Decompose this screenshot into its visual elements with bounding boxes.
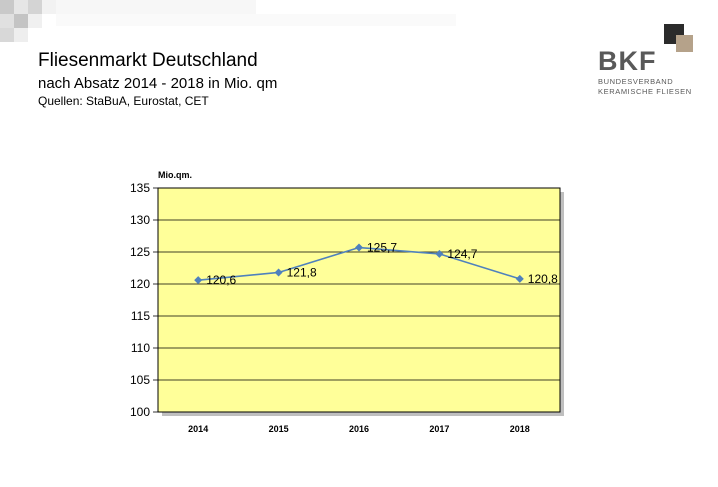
x-tick-label: 2016	[349, 424, 369, 434]
decorative-pixel-squares	[0, 0, 456, 42]
data-point	[355, 243, 363, 252]
data-point	[274, 268, 283, 277]
bkf-logo: BKF BUNDESVERBAND KERAMISCHE FLIESEN	[590, 24, 710, 104]
data-point	[194, 276, 203, 285]
data-label: 120,6	[206, 273, 236, 287]
sources-note: Quellen: StaBuA, Eurostat, CET	[38, 94, 209, 108]
page-title: Fliesenmarkt Deutschland	[38, 50, 258, 71]
x-tick-label: 2018	[510, 424, 530, 434]
y-tick-label: 110	[131, 341, 150, 355]
page-subtitle: nach Absatz 2014 - 2018 in Mio. qm	[38, 75, 278, 92]
x-tick-label: 2014	[188, 424, 208, 434]
logo-squares-icon	[664, 24, 693, 52]
y-tick-label: 115	[131, 309, 150, 323]
x-tick-label: 2017	[429, 424, 449, 434]
data-point	[435, 249, 444, 258]
logo-line-1: BUNDESVERBAND	[598, 77, 674, 86]
data-label: 124,7	[447, 247, 477, 261]
y-tick-label: 120	[130, 277, 150, 291]
logo-name: BKF	[598, 46, 657, 76]
y-tick-label: 105	[130, 373, 150, 387]
data-label: 120,8	[528, 272, 558, 286]
y-tick-label: 125	[130, 245, 150, 259]
data-label: 121,8	[287, 265, 317, 279]
y-tick-label: 100	[130, 405, 150, 419]
plot-area	[157, 187, 561, 413]
logo-line-2: KERAMISCHE FLIESEN	[598, 87, 692, 96]
data-point	[515, 274, 524, 283]
x-tick-label: 2015	[269, 424, 289, 434]
data-label: 125,7	[367, 241, 397, 255]
y-axis-label: Mio.qm.	[158, 170, 192, 180]
y-tick-label: 135	[130, 181, 150, 195]
y-tick-label: 130	[130, 213, 150, 227]
